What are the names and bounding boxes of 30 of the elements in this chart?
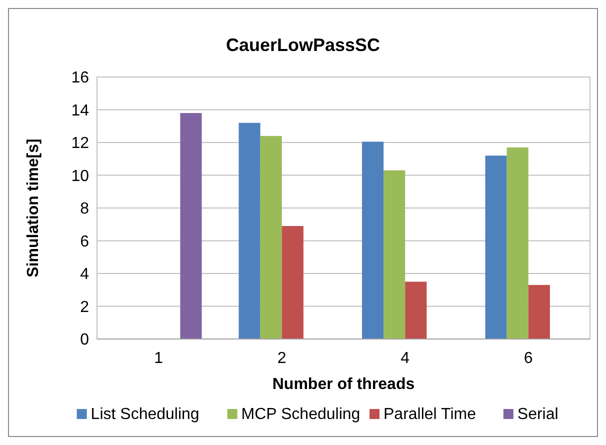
bar <box>506 147 528 339</box>
bar <box>362 142 384 339</box>
y-tick-label: 2 <box>80 298 90 316</box>
bar <box>180 113 202 339</box>
x-tick-label: 4 <box>400 350 410 367</box>
y-tick-label: 0 <box>80 332 90 349</box>
bar <box>528 284 550 339</box>
x-tick-label: 2 <box>277 350 286 367</box>
y-tick-label: 10 <box>71 168 90 185</box>
legend-label: List Scheduling <box>90 406 200 423</box>
y-tick-label: 8 <box>80 200 90 218</box>
bar <box>384 170 406 339</box>
y-axis-title: Simulation time[s] <box>25 138 42 278</box>
x-axis-title: Number of threads <box>272 376 415 393</box>
chart-title: CauerLowPassSC <box>226 35 380 55</box>
bar <box>238 122 260 339</box>
legend-label: MCP Scheduling <box>241 406 360 423</box>
bar <box>485 156 507 339</box>
x-tick-label: 6 <box>524 350 533 367</box>
legend-label: Serial <box>517 406 558 423</box>
bar <box>405 282 427 339</box>
bar <box>282 226 304 339</box>
x-tick-label: 1 <box>154 350 164 367</box>
legend-label: Parallel Time <box>384 406 476 423</box>
y-tick-label: 12 <box>71 135 90 152</box>
y-tick-label: 4 <box>80 266 90 284</box>
y-tick-label: 16 <box>71 70 90 87</box>
y-tick-label: 14 <box>71 102 90 120</box>
y-tick-label: 6 <box>80 233 90 250</box>
bar <box>260 136 282 339</box>
